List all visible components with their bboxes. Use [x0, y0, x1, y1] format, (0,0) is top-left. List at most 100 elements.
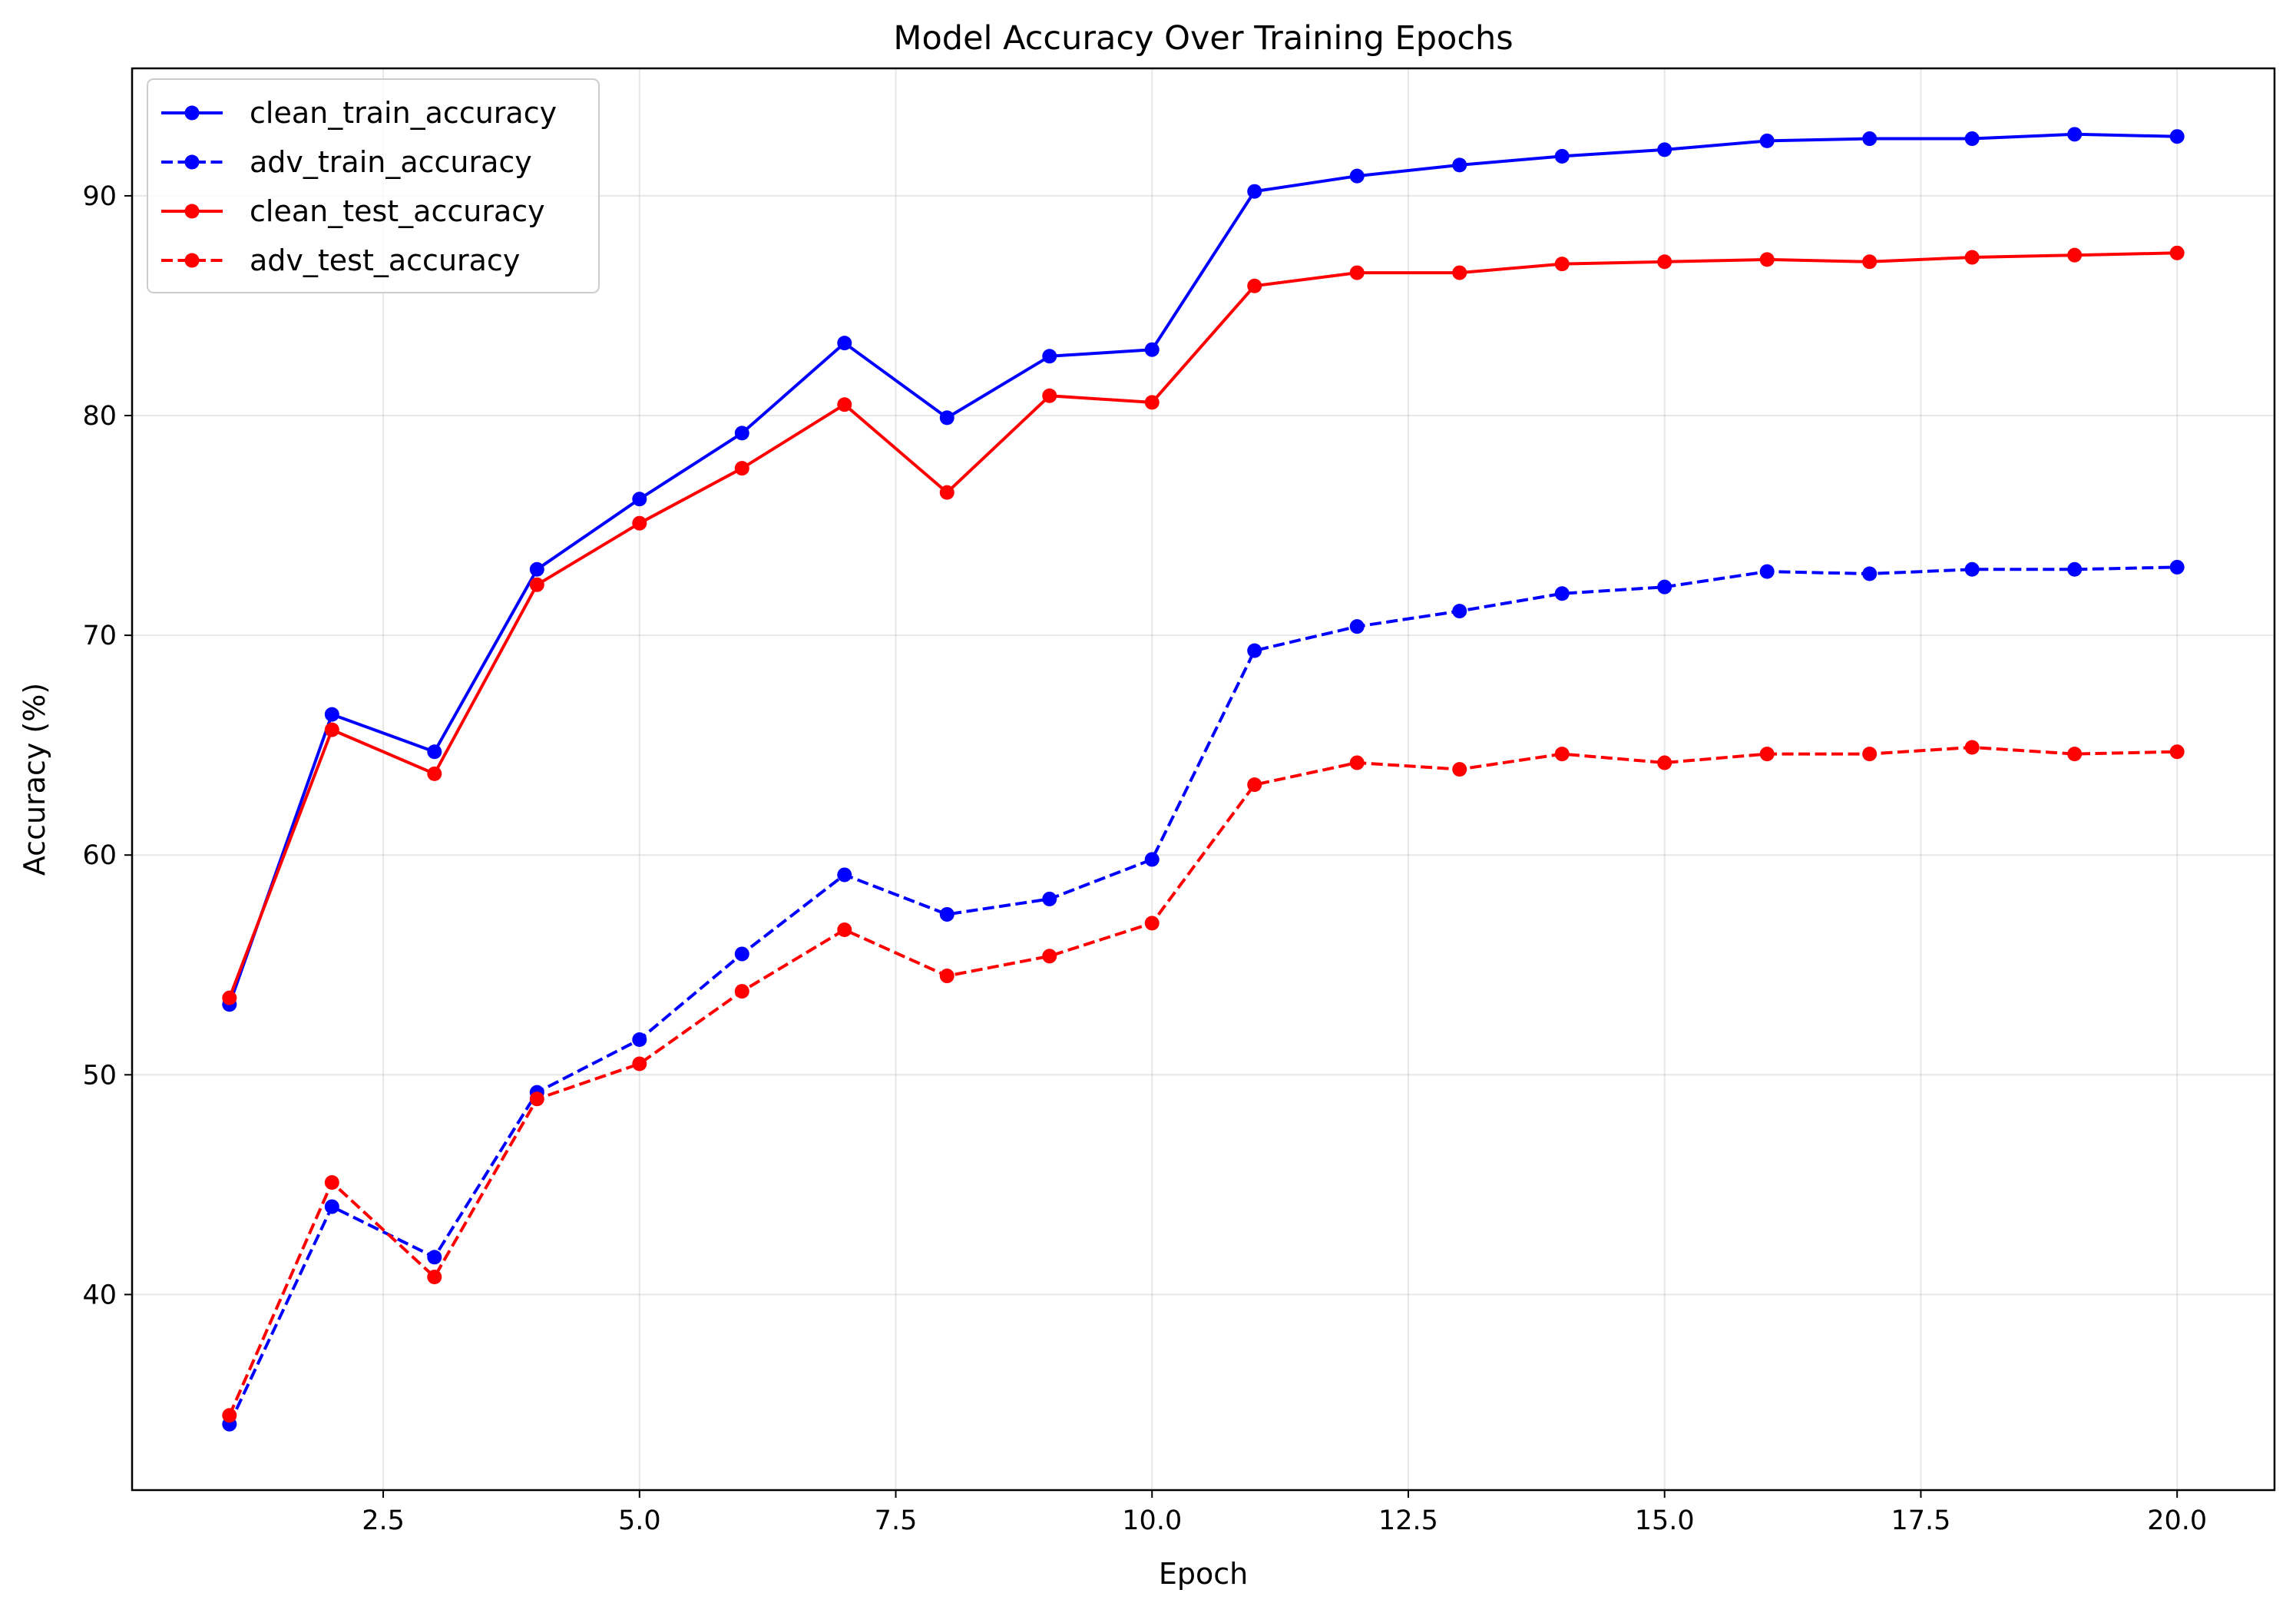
data-point: [1554, 148, 1570, 164]
series-lines: [222, 127, 2185, 1432]
data-point: [632, 1056, 647, 1071]
data-point: [734, 946, 749, 962]
data-point: [222, 990, 237, 1005]
data-point: [939, 969, 954, 984]
data-point: [1964, 131, 1980, 147]
x-tick-label: 12.5: [1378, 1505, 1438, 1536]
data-point: [1042, 349, 1057, 364]
data-point: [632, 515, 647, 531]
data-point: [1452, 604, 1467, 619]
data-point: [1247, 278, 1262, 293]
series-line-clean_train_accuracy: [227, 132, 2178, 1005]
data-point: [1964, 250, 1980, 265]
data-point: [939, 410, 954, 426]
data-point: [1657, 142, 1672, 157]
data-point: [734, 426, 749, 441]
y-axis-label: Accuracy (%): [18, 683, 51, 876]
data-point: [324, 722, 339, 737]
series-line-adv_train_accuracy: [227, 565, 2178, 1426]
data-point: [1554, 257, 1570, 272]
data-point: [2169, 245, 2185, 260]
legend-label: adv_test_accuracy: [250, 243, 520, 277]
data-point: [1862, 254, 1877, 270]
data-point: [1657, 254, 1672, 270]
data-point: [1452, 762, 1467, 777]
x-tick-label: 15.0: [1635, 1505, 1695, 1536]
data-point: [2169, 129, 2185, 144]
data-point: [1862, 566, 1877, 581]
data-point: [427, 744, 442, 760]
data-point: [1862, 747, 1877, 762]
legend: clean_train_accuracy adv_train_accuracycl…: [147, 78, 600, 293]
data-point: [2169, 744, 2185, 760]
data-point: [1554, 747, 1570, 762]
legend-label: clean_train_accuracy: [250, 96, 557, 130]
data-point: [2169, 559, 2185, 575]
data-point: [632, 1032, 647, 1048]
y-tick-label: 60: [82, 840, 117, 871]
data-point: [1042, 949, 1057, 964]
plot-area-frame: [131, 67, 2276, 1492]
data-point: [2067, 247, 2083, 263]
data-point: [529, 577, 544, 592]
data-point: [1759, 747, 1775, 762]
legend-swatch-marker: [184, 154, 200, 170]
data-point: [324, 707, 339, 722]
data-point: [1452, 265, 1467, 280]
y-tick-label: 50: [82, 1060, 117, 1091]
y-tick-label: 90: [82, 181, 117, 212]
x-tick-label: 10.0: [1122, 1505, 1182, 1536]
data-point: [1964, 740, 1980, 755]
data-point: [1144, 395, 1160, 410]
data-point: [837, 867, 852, 883]
data-point: [1042, 891, 1057, 906]
data-point: [427, 1250, 442, 1265]
axis-ticks: 2.5 5.0 7.5 10.0 12.5 15.0 17.5 20.0 40 50 60 70 80 9…: [82, 181, 2207, 1536]
data-point: [222, 1408, 237, 1423]
x-tick-label: 17.5: [1891, 1505, 1950, 1536]
legend-swatch-marker: [184, 105, 200, 121]
data-point: [1144, 342, 1160, 357]
x-tick-label: 2.5: [362, 1505, 405, 1536]
data-point: [1349, 265, 1365, 280]
data-point: [1144, 852, 1160, 867]
data-point: [1759, 133, 1775, 148]
series-adv_test_accuracy: [222, 740, 2185, 1423]
series-adv_train_accuracy: [222, 559, 2185, 1432]
data-point: [2067, 561, 2083, 577]
data-point: [1349, 168, 1365, 184]
data-point: [1042, 388, 1057, 403]
legend-box: [147, 78, 600, 293]
data-point: [1452, 157, 1467, 173]
data-point: [1247, 184, 1262, 199]
data-point: [939, 906, 954, 922]
x-tick-label: 7.5: [875, 1505, 918, 1536]
data-point: [324, 1199, 339, 1214]
data-point: [1349, 755, 1365, 770]
y-tick-label: 80: [82, 401, 117, 432]
data-point: [734, 984, 749, 999]
data-point: [837, 336, 852, 351]
data-point: [1144, 916, 1160, 931]
data-point: [1759, 252, 1775, 267]
legend-swatch-marker: [184, 204, 200, 219]
grid-lines: [132, 68, 2274, 1490]
data-point: [734, 461, 749, 476]
data-point: [632, 492, 647, 507]
y-tick-label: 40: [82, 1280, 117, 1310]
data-point: [1554, 586, 1570, 601]
x-tick-label: 5.0: [618, 1505, 661, 1536]
data-point: [529, 1091, 544, 1107]
legend-label: adv_train_accuracy: [250, 145, 532, 179]
data-point: [1862, 131, 1877, 147]
data-point: [1247, 777, 1262, 793]
data-point: [837, 922, 852, 937]
data-point: [427, 766, 442, 781]
legend-swatch-marker: [184, 253, 200, 268]
data-point: [2067, 747, 2083, 762]
series-clean_train_accuracy: [222, 127, 2185, 1012]
data-point: [1657, 579, 1672, 595]
series-clean_test_accuracy: [222, 245, 2185, 1005]
x-tick-label: 20.0: [2147, 1505, 2207, 1536]
